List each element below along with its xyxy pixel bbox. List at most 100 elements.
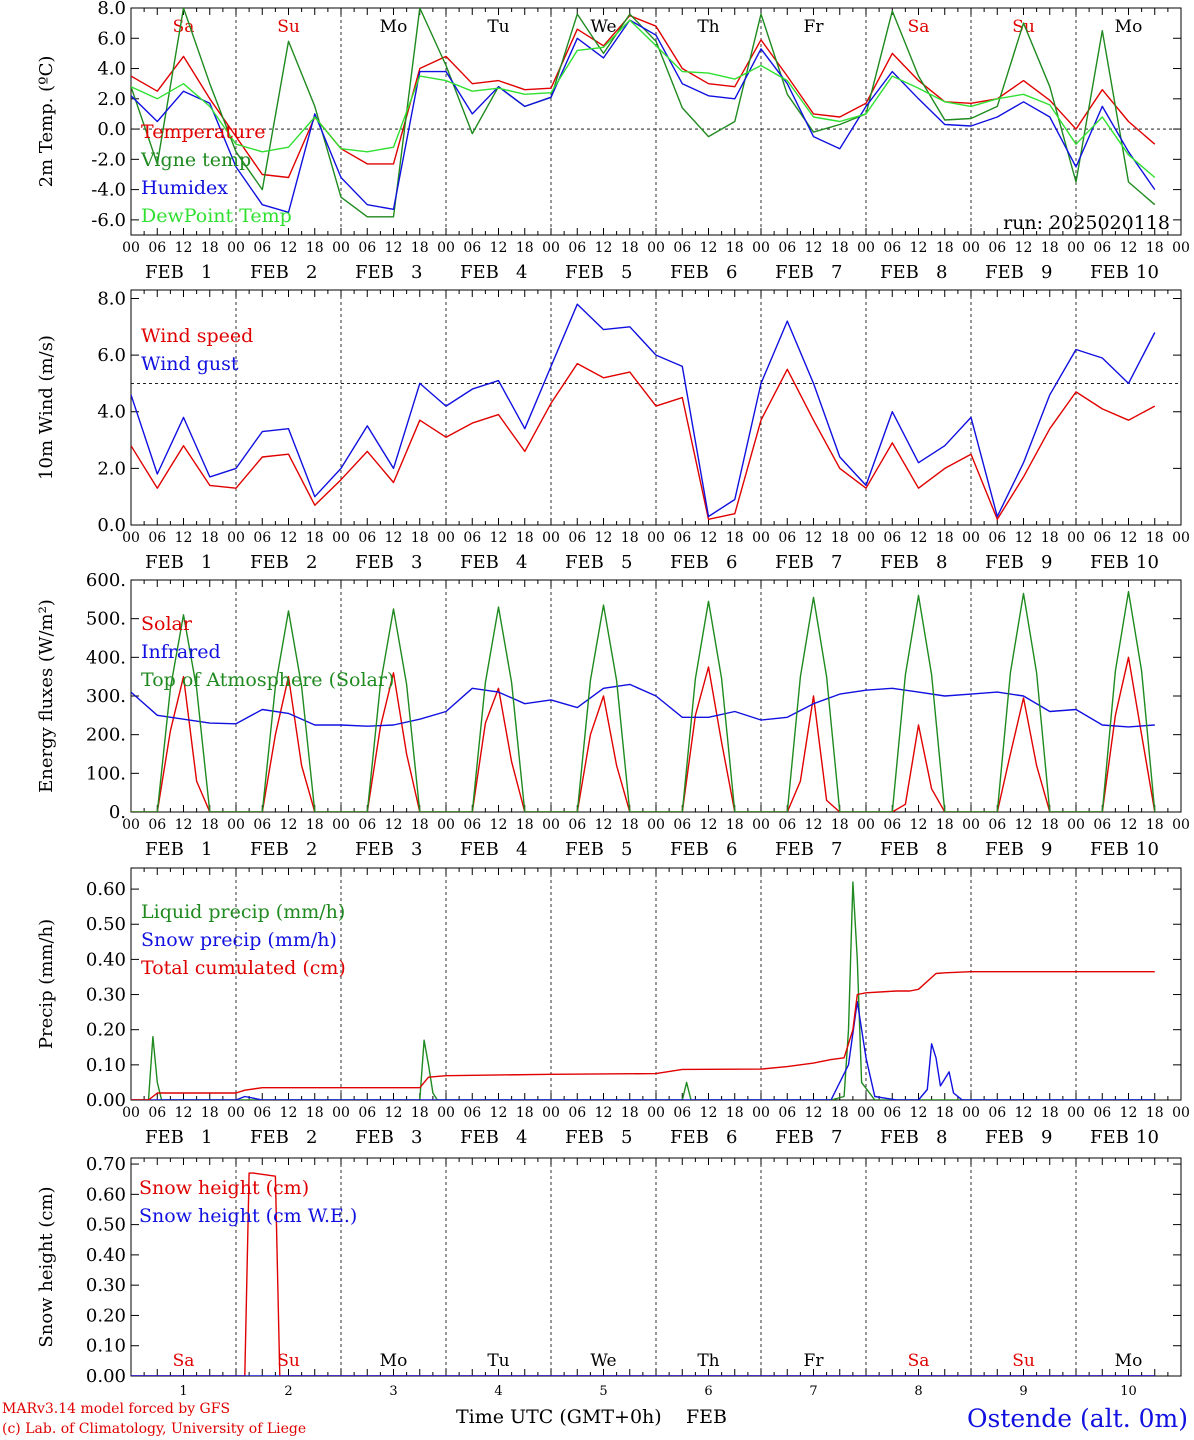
x-hour-label: 00: [647, 1105, 665, 1121]
legend-entry: Wind gust: [141, 353, 239, 375]
x-month-label: FEB: [565, 262, 604, 283]
x-day-label: 1: [201, 552, 212, 573]
x-day-label: 7: [831, 262, 842, 283]
series-line-humidex: [131, 19, 1156, 214]
x-hour-label: 12: [805, 240, 823, 256]
x-hour-label: 18: [1146, 240, 1164, 256]
x-day-number: 10: [1120, 1384, 1137, 1399]
x-hour-label: 18: [936, 240, 954, 256]
x-hour-label: 18: [516, 817, 534, 833]
x-hour-label: 12: [490, 817, 508, 833]
x-hour-label: 18: [411, 817, 429, 833]
footer-model-credit: MARv3.14 model forced by GFS: [2, 1401, 230, 1417]
x-hour-label: 12: [1120, 240, 1138, 256]
y-tick-label: 0.0: [97, 515, 126, 536]
footer: MARv3.14 model forced by GFS (c) Lab. of…: [2, 1401, 1188, 1437]
y-tick-label: 0.20: [86, 1305, 126, 1326]
x-day-label: 6: [726, 1127, 737, 1148]
x-hour-label: 12: [1015, 240, 1033, 256]
x-month-label: FEB: [145, 1127, 184, 1148]
legend-entry: Total cumulated (cm): [141, 957, 346, 979]
series-group: [131, 590, 1156, 812]
x-hour-label: 06: [463, 240, 481, 256]
x-hour-label: 12: [700, 817, 718, 833]
x-hour-label: 18: [831, 240, 849, 256]
x-month-label: FEB: [775, 262, 814, 283]
x-hour-label: 00: [1172, 530, 1190, 546]
x-hour-label: 18: [621, 1105, 639, 1121]
x-day-number: 3: [389, 1384, 397, 1399]
day-name-label: Sa: [173, 1351, 195, 1371]
x-hour-label: 06: [1093, 240, 1111, 256]
x-month-label: FEB: [460, 839, 499, 860]
legend-entry: Wind speed: [141, 325, 253, 347]
x-hour-label: 00: [437, 530, 455, 546]
x-day-label: 8: [936, 839, 947, 860]
x-hour-label: 06: [358, 817, 376, 833]
run-label: run: 2025020118: [1003, 212, 1170, 234]
x-hour-label: 18: [936, 1105, 954, 1121]
x-hour-label: 18: [201, 1105, 219, 1121]
x-hour-label: 00: [1067, 817, 1085, 833]
x-hour-label: 06: [778, 1105, 796, 1121]
x-hour-label: 00: [542, 1105, 560, 1121]
y-tick-label: 0.60: [86, 879, 126, 900]
x-hour-label: 06: [463, 817, 481, 833]
x-day-label: 1: [201, 1127, 212, 1148]
series-line-temperature: [131, 14, 1156, 179]
x-hour-label: 00: [122, 817, 140, 833]
day-name-label: Fr: [804, 17, 825, 37]
x-hour-label: 00: [542, 530, 560, 546]
series-group: [131, 881, 1155, 1100]
x-hour-label: 18: [726, 530, 744, 546]
y-tick-label: 0.40: [86, 949, 126, 970]
legend-entry: Solar: [141, 613, 193, 635]
x-day-number: 5: [599, 1384, 607, 1399]
day-name-label: Su: [277, 17, 300, 37]
legend-entry: Liquid precip (mm/h): [141, 901, 345, 923]
series-line-top-of-atmosphere-solar-: [131, 590, 1156, 812]
x-hour-label: 00: [752, 530, 770, 546]
legend-entry: Temperature: [141, 121, 265, 143]
x-day-label: 2: [306, 839, 317, 860]
x-hour-label: 12: [1120, 530, 1138, 546]
x-day-label: 6: [726, 839, 737, 860]
x-hour-label: 06: [673, 817, 691, 833]
y-tick-label: 0.30: [86, 1275, 126, 1296]
x-hour-label: 06: [673, 240, 691, 256]
x-hour-label: 18: [1146, 817, 1164, 833]
x-hour-label: 18: [831, 817, 849, 833]
x-hour-label: 12: [280, 817, 298, 833]
y-tick-label: 2.0: [97, 458, 126, 479]
x-hour-label: 12: [385, 1105, 403, 1121]
x-hour-label: 12: [1015, 1105, 1033, 1121]
x-hour-label: 12: [805, 1105, 823, 1121]
x-day-label: 10: [1136, 1127, 1159, 1148]
series-line-liquid-precip-mm-h-: [131, 881, 1155, 1100]
x-day-label: 9: [1041, 552, 1052, 573]
y-tick-label: 100.: [86, 763, 126, 784]
legend-entry: Humidex: [141, 177, 228, 199]
x-hour-label: 00: [437, 817, 455, 833]
x-hour-label: 00: [962, 817, 980, 833]
x-hour-label: 00: [332, 817, 350, 833]
x-hour-label: 18: [621, 817, 639, 833]
x-hour-label: 18: [726, 240, 744, 256]
x-hour-label: 06: [568, 240, 586, 256]
x-day-label: 3: [411, 1127, 422, 1148]
x-hour-label: 12: [910, 240, 928, 256]
x-day-label: 8: [936, 262, 947, 283]
panel-temp: -6.0 -4.0 -2.0 0.0 2.0 4.0 6.0 8.0 2m Temp. (ºC)…: [36, 0, 1190, 283]
x-hour-label: 18: [936, 530, 954, 546]
x-month-label: FEB: [670, 552, 709, 573]
x-hour-label: 06: [778, 817, 796, 833]
y-tick-label: -2.0: [91, 149, 126, 170]
x-day-label: 7: [831, 552, 842, 573]
x-hour-label: 12: [910, 1105, 928, 1121]
x-hour-label: 06: [1093, 530, 1111, 546]
x-hour-label: 06: [988, 1105, 1006, 1121]
x-hour-label: 06: [988, 530, 1006, 546]
x-month-label: FEB: [670, 1127, 709, 1148]
x-hour-label: 06: [253, 817, 271, 833]
x-hour-label: 00: [962, 240, 980, 256]
